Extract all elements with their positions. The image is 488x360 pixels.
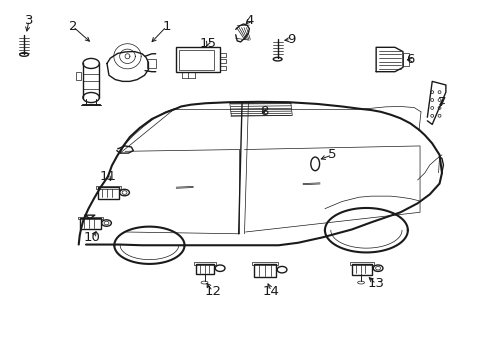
Text: 13: 13 xyxy=(367,278,384,291)
Bar xyxy=(98,187,119,199)
Text: 6: 6 xyxy=(405,53,414,66)
Bar xyxy=(254,264,276,277)
Text: 12: 12 xyxy=(204,285,221,298)
Text: 1: 1 xyxy=(162,20,170,33)
Text: 2: 2 xyxy=(68,20,77,33)
Text: 15: 15 xyxy=(199,36,216,50)
Bar xyxy=(75,72,81,80)
Text: 4: 4 xyxy=(244,14,253,27)
Text: 5: 5 xyxy=(327,148,336,161)
Text: 8: 8 xyxy=(259,105,267,118)
Bar xyxy=(252,262,278,265)
Text: 3: 3 xyxy=(25,14,33,27)
Bar xyxy=(193,262,216,265)
Bar xyxy=(220,59,225,63)
Bar xyxy=(176,47,220,72)
Bar xyxy=(147,59,156,68)
Bar xyxy=(351,264,371,275)
Text: 9: 9 xyxy=(286,33,294,46)
Bar xyxy=(195,264,214,274)
Bar xyxy=(179,50,214,69)
Text: 10: 10 xyxy=(84,231,101,244)
Text: 14: 14 xyxy=(263,285,279,298)
Bar xyxy=(78,217,102,220)
Bar xyxy=(402,53,408,66)
Bar xyxy=(220,53,225,57)
Bar xyxy=(96,186,121,189)
Bar xyxy=(80,218,101,229)
Text: 7: 7 xyxy=(437,96,446,109)
Bar xyxy=(220,66,225,70)
Text: 11: 11 xyxy=(99,170,116,183)
Bar xyxy=(349,262,373,265)
